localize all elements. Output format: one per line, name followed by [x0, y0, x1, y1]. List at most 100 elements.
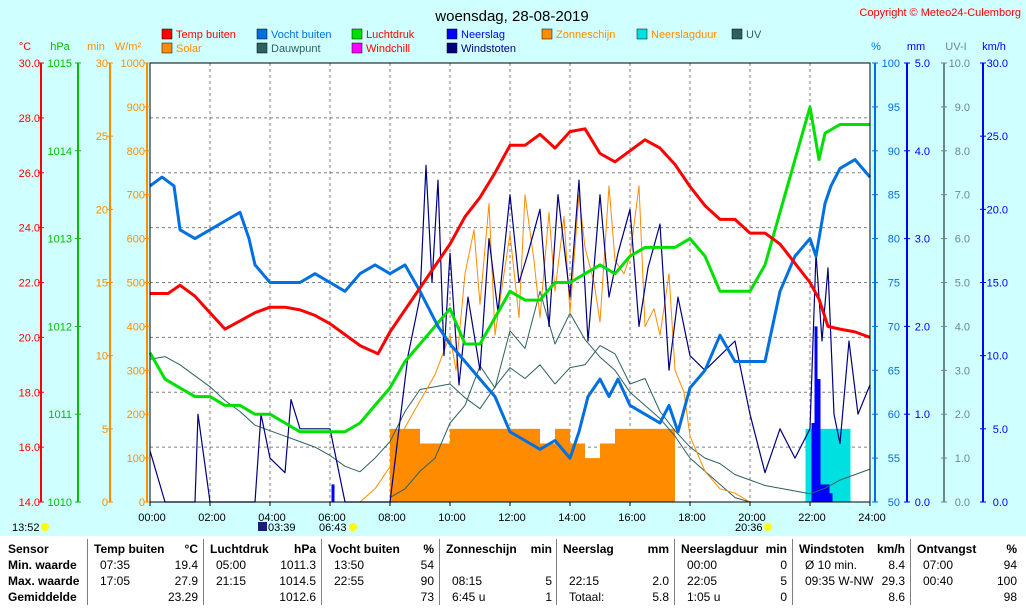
sunset-icon: [764, 523, 772, 531]
sunset-time: 20:36: [735, 522, 763, 534]
wind-tick-label: 20.0: [987, 204, 1008, 216]
stats-column-neerslag: Neerslag mm 22:15 2.0 Totaal: 5.8: [561, 536, 673, 608]
pressure-tick-label: 1013: [48, 234, 72, 246]
neerslag-bar: [829, 493, 833, 502]
legend-swatch: [541, 28, 553, 40]
humidity-tick-label: 60: [888, 409, 900, 421]
column-unit: min: [530, 542, 552, 556]
legend-item-dauwpunt: Dauwpunt: [256, 42, 321, 55]
column-title: Vocht buiten: [328, 542, 400, 556]
temp-tick-label: 24.0: [19, 223, 40, 235]
axes: °C 30.0 28.0 26.0 24.0 22.0 20.0 18.0 16.0 14.0 hP…: [19, 41, 1008, 524]
solar-tick-label: 500: [127, 278, 145, 290]
sunmin-tick-label: 0: [102, 497, 108, 509]
solar-tick-label: 400: [127, 321, 145, 333]
temp-tick-label: 16.0: [19, 442, 40, 454]
zonneschijn-bar: [480, 428, 495, 502]
stat-time: 1:05 u: [687, 590, 721, 604]
legend-swatch: [256, 28, 268, 40]
solar-line: [359, 185, 751, 503]
stat-value: 73: [420, 590, 434, 604]
zonneschijn-bar: [435, 443, 450, 502]
column-title: Neerslagduur: [681, 542, 759, 556]
column-separator: [910, 539, 911, 605]
stat-time: 17:05: [100, 574, 131, 588]
rain-tick-label: 4.0: [915, 146, 930, 158]
stats-column-windstoten: Windstoten km/h Ø 10 min. 8.4 09:35 W-NW 29.3…: [797, 536, 909, 608]
sunmin-tick-label: 30: [96, 58, 108, 70]
stats-column-luchtdruk: Luchtdruk hPa 05:00 1011.3 21:15 1014.5 1012.6: [208, 536, 320, 608]
column-title: Neerslag: [563, 542, 614, 556]
x-tick-label: 08:00: [378, 512, 406, 524]
stat-value: 5: [780, 574, 787, 588]
neerslag-bar: [820, 484, 824, 502]
stat-value: 90: [420, 574, 434, 588]
stat-value: 8.4: [888, 558, 905, 572]
stat-value: 54: [420, 558, 434, 572]
stat-value: 1: [545, 590, 552, 604]
column-unit: min: [765, 542, 787, 556]
solar-tick-label: 600: [127, 234, 145, 246]
temp-tick-label: 26.0: [19, 168, 40, 180]
solar-tick-label: 0: [139, 497, 145, 509]
solar-tick-label: 300: [127, 365, 145, 377]
pressure-tick-label: 1014: [48, 146, 72, 158]
column-separator: [87, 539, 88, 605]
zonneschijn-bar: [555, 428, 570, 502]
series-lines: [148, 105, 872, 503]
zonneschijn-bar: [630, 428, 645, 502]
wind-tick-label: 10.0: [987, 351, 1008, 363]
zonneschijn-bar: [540, 443, 555, 502]
legend-item-uv: UV: [731, 28, 762, 41]
x-tick-label: 14:00: [558, 512, 586, 524]
legend: Temp buiten Vocht buiten Luchtdruk Neerslag…: [161, 28, 762, 55]
solar-tick-label: 1000: [121, 58, 145, 70]
legend-item-temp-buiten: Temp buiten: [161, 28, 236, 41]
neerslagduur-bar: [835, 428, 851, 502]
zonneschijn-bar: [615, 428, 630, 502]
legend-swatch: [731, 28, 743, 40]
zonneschijn-bar: [450, 428, 465, 502]
uv-tick-label: 4.0: [955, 321, 970, 333]
uv-tick-label: 9.0: [955, 102, 970, 114]
stat-time: Totaal:: [569, 590, 605, 604]
chart-title: woensdag, 28-08-2019: [434, 8, 588, 25]
legend-label: Vocht buiten: [271, 29, 332, 41]
stat-value: 1011.3: [280, 558, 316, 572]
sunmin-axis-unit: min: [87, 41, 105, 53]
stat-value: 94: [1003, 558, 1017, 572]
stats-column-temp-buiten: Temp buiten °C 07:35 19.4 17:05 27.9 23.29: [92, 536, 202, 608]
legend-item-luchtdruk: Luchtdruk: [351, 28, 415, 41]
uv-tick-label: 7.0: [955, 190, 970, 202]
legend-label: Windstoten: [461, 43, 516, 55]
column-title: Ontvangst: [917, 542, 977, 556]
legend-label: Windchill: [366, 43, 410, 55]
stat-time: 05:00: [216, 558, 247, 572]
legend-item-vocht-buiten: Vocht buiten: [256, 28, 332, 41]
zonneschijn-bar: [600, 443, 615, 502]
row-label-max: Max. waarde: [8, 574, 80, 588]
stat-value: 23.29: [167, 590, 198, 604]
row-label-min: Min. waarde: [8, 558, 77, 572]
stat-value: 0: [780, 558, 787, 572]
temp-buiten-line: [150, 127, 871, 356]
rain-tick-label: 2.0: [915, 321, 930, 333]
humidity-tick-label: 55: [888, 453, 900, 465]
column-title: Temp buiten: [94, 542, 165, 556]
x-tick-label: 18:00: [678, 512, 706, 524]
column-title: Luchtdruk: [210, 542, 269, 556]
sunmin-tick-label: 20: [96, 204, 108, 216]
humidity-tick-label: 75: [888, 278, 900, 290]
legend-label: Neerslagduur: [651, 29, 717, 41]
sunmin-tick-label: 10: [96, 351, 108, 363]
humidity-tick-label: 50: [888, 497, 900, 509]
stat-value: 0: [780, 590, 787, 604]
stat-time: Ø 10 min.: [805, 558, 858, 572]
stat-time: 00:40: [923, 574, 954, 588]
x-tick-label: 24:00: [858, 512, 886, 524]
rain-tick-label: 3.0: [915, 234, 930, 246]
column-unit: %: [1006, 542, 1017, 556]
humidity-tick-label: 100: [882, 58, 900, 70]
stats-column-neerslagduur: Neerslagduur min 00:00 0 22:05 5 1:05 u 0: [679, 536, 791, 608]
stats-column-zonneschijn: Zonneschijn min 08:15 5 6:45 u 1: [444, 536, 556, 608]
